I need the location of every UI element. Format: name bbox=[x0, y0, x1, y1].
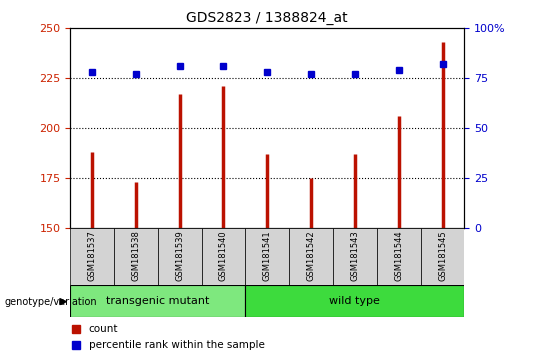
Bar bbox=[201, 228, 245, 285]
Text: GSM181542: GSM181542 bbox=[307, 230, 315, 281]
Bar bbox=[70, 285, 245, 317]
Bar bbox=[333, 228, 377, 285]
Bar bbox=[70, 228, 114, 285]
Text: GSM181543: GSM181543 bbox=[350, 230, 360, 281]
Text: GSM181541: GSM181541 bbox=[263, 230, 272, 281]
Bar bbox=[289, 228, 333, 285]
Text: GSM181538: GSM181538 bbox=[131, 230, 140, 281]
Text: GSM181540: GSM181540 bbox=[219, 230, 228, 281]
Bar bbox=[158, 228, 201, 285]
Bar bbox=[245, 285, 464, 317]
Bar bbox=[377, 228, 421, 285]
Text: percentile rank within the sample: percentile rank within the sample bbox=[89, 340, 265, 350]
Bar bbox=[114, 228, 158, 285]
Text: GSM181539: GSM181539 bbox=[175, 230, 184, 281]
Text: wild type: wild type bbox=[329, 296, 380, 306]
Text: GSM181537: GSM181537 bbox=[87, 230, 97, 281]
Text: GSM181545: GSM181545 bbox=[438, 230, 447, 281]
Text: transgenic mutant: transgenic mutant bbox=[106, 296, 210, 306]
Bar bbox=[245, 228, 289, 285]
Text: count: count bbox=[89, 324, 118, 334]
Bar bbox=[421, 228, 464, 285]
Text: GSM181544: GSM181544 bbox=[394, 230, 403, 281]
Title: GDS2823 / 1388824_at: GDS2823 / 1388824_at bbox=[186, 11, 348, 24]
Text: genotype/variation: genotype/variation bbox=[4, 297, 97, 307]
